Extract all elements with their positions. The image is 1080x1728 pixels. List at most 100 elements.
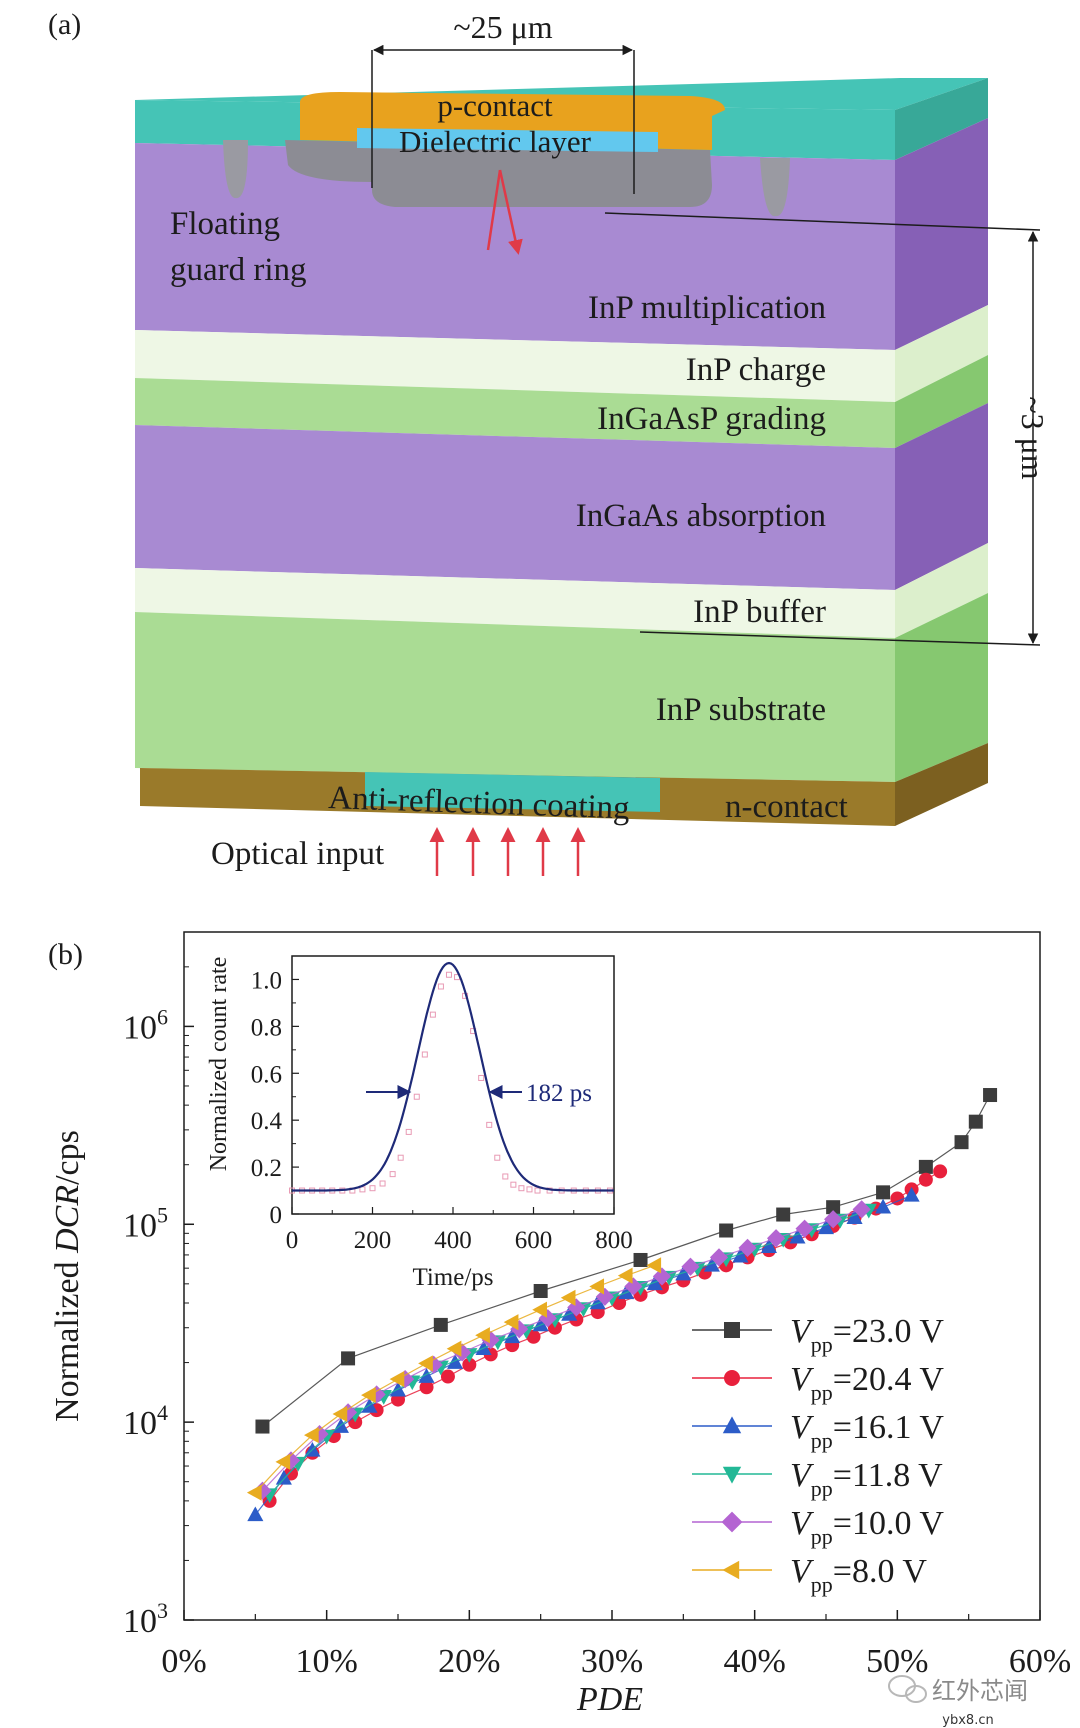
x-tick-label: 60%	[1009, 1643, 1071, 1680]
thickness-dim-bottom-line	[639, 631, 1041, 646]
x-tick-label: 0%	[161, 1643, 206, 1680]
data-point	[424, 1355, 443, 1374]
series-6	[246, 1257, 662, 1501]
substrate-label: InP substrate	[656, 692, 826, 728]
data-point	[852, 1200, 871, 1219]
main-axes: 0% 10% 20% 30% 40% 50% 60% 103 104 105 106	[123, 931, 1071, 1680]
fwhm-label: 182 ps	[526, 1080, 592, 1107]
data-point	[719, 1223, 734, 1238]
inset-x-tick-label: 800	[595, 1227, 633, 1254]
inset-y-tick-label: 0.2	[251, 1155, 282, 1182]
absorption-side-face	[895, 403, 988, 590]
guard-ring-label-line2: guard ring	[170, 252, 307, 288]
inset-y-tick-label: 0.8	[251, 1014, 282, 1041]
inset-y-tick-label: 0.4	[251, 1108, 283, 1135]
series-line	[269, 1209, 870, 1496]
inset-data-point	[429, 1011, 436, 1018]
data-point	[846, 1209, 863, 1224]
panel-a: (a)	[48, 8, 1051, 876]
inset-y-tick-label: 0.6	[251, 1061, 282, 1088]
watermark-name: 红外芯闻	[932, 1677, 1028, 1705]
data-point	[890, 1191, 905, 1206]
legend-marker	[721, 1511, 743, 1533]
inset-data-point	[494, 1154, 501, 1161]
inset-axes: 0 200 400 600 800 0 0.2 0.4 0.6 0.8 1.0	[251, 955, 633, 1254]
data-point	[933, 1164, 948, 1179]
x-tick-label: 30%	[581, 1643, 643, 1680]
data-point	[418, 1355, 433, 1372]
data-point	[738, 1238, 757, 1257]
dielectric-layer	[357, 128, 658, 152]
panel-b: (b) 0% 10% 20% 30% 40% 50% 60% 103 104 105 106 Nor…	[48, 931, 1071, 1718]
legend-label: Vpp=11.8 V	[790, 1457, 943, 1501]
y-tick-label: 106	[123, 1004, 168, 1046]
absorption-layer	[135, 425, 895, 590]
data-point	[361, 1387, 376, 1404]
multiplication-label: InP multiplication	[588, 290, 826, 326]
data-point	[532, 1316, 549, 1332]
data-point	[560, 1289, 576, 1306]
data-point	[462, 1357, 477, 1372]
legend-label: Vpp=23.0 V	[790, 1313, 944, 1357]
data-point	[633, 1252, 648, 1267]
series-5	[253, 1200, 871, 1500]
inset-x-tick-label: 600	[515, 1227, 553, 1254]
y-tick-label: 104	[123, 1400, 168, 1442]
y-tick-label: 103	[123, 1598, 168, 1640]
data-point	[983, 1088, 998, 1103]
cap-side-face	[895, 78, 988, 160]
avalanche-arrow-right	[498, 169, 523, 255]
dielectric-label: Dielectric layer	[399, 124, 592, 159]
legend-marker	[722, 1560, 740, 1580]
data-point	[338, 1403, 358, 1422]
legend-marker	[722, 1466, 742, 1484]
data-point	[281, 1451, 301, 1470]
buffer-label: InP buffer	[693, 594, 826, 630]
legend-label: Vpp=10.0 V	[790, 1505, 944, 1549]
data-point	[681, 1257, 700, 1276]
data-point	[918, 1172, 933, 1187]
inset-y-axis-label: Normalized count rate	[206, 957, 232, 1172]
optical-input-label: Optical input	[211, 836, 384, 872]
data-point	[246, 1484, 262, 1501]
data-point	[817, 1219, 835, 1235]
data-point	[589, 1294, 606, 1310]
substrate-layer	[135, 612, 895, 782]
data-point	[447, 1354, 464, 1369]
data-point	[703, 1256, 720, 1272]
inset-data-point	[486, 1121, 493, 1128]
guard-ring-label-line1: Floating	[170, 206, 280, 242]
inset-data-point	[389, 1171, 396, 1178]
main-x-axis-label: PDE	[576, 1681, 643, 1718]
data-point	[332, 1405, 348, 1422]
data-point	[646, 1257, 662, 1274]
inset-x-tick-label: 200	[354, 1227, 392, 1254]
optical-input-arrows	[429, 827, 586, 876]
width-label: ~25 μm	[453, 9, 552, 45]
series-1	[255, 1088, 998, 1434]
charge-side-face	[895, 305, 988, 402]
inset-x-axis-label: Time/ps	[412, 1264, 493, 1291]
data-point	[247, 1506, 264, 1522]
data-point	[533, 1283, 548, 1298]
inset-data-point	[478, 1074, 485, 1081]
inset-y-tick-label: 0	[270, 1202, 283, 1229]
inset-data-point	[421, 1051, 428, 1058]
data-point	[396, 1370, 415, 1389]
data-point	[766, 1229, 786, 1248]
grading-label: InGaAsP grading	[597, 401, 826, 437]
legend-marker	[724, 1322, 740, 1338]
data-point	[875, 1198, 892, 1214]
x-tick-label: 40%	[724, 1643, 786, 1680]
data-point	[532, 1301, 547, 1318]
inset-y-tick-label: 1.0	[251, 967, 282, 994]
data-point	[275, 1453, 291, 1470]
inset-data-point	[405, 1128, 412, 1135]
guard-ring-right	[760, 158, 790, 217]
data-point	[618, 1284, 635, 1300]
data-point	[367, 1385, 386, 1404]
data-point	[732, 1247, 749, 1263]
ar-coating-layer	[365, 772, 660, 812]
inset-data-point	[510, 1181, 517, 1188]
